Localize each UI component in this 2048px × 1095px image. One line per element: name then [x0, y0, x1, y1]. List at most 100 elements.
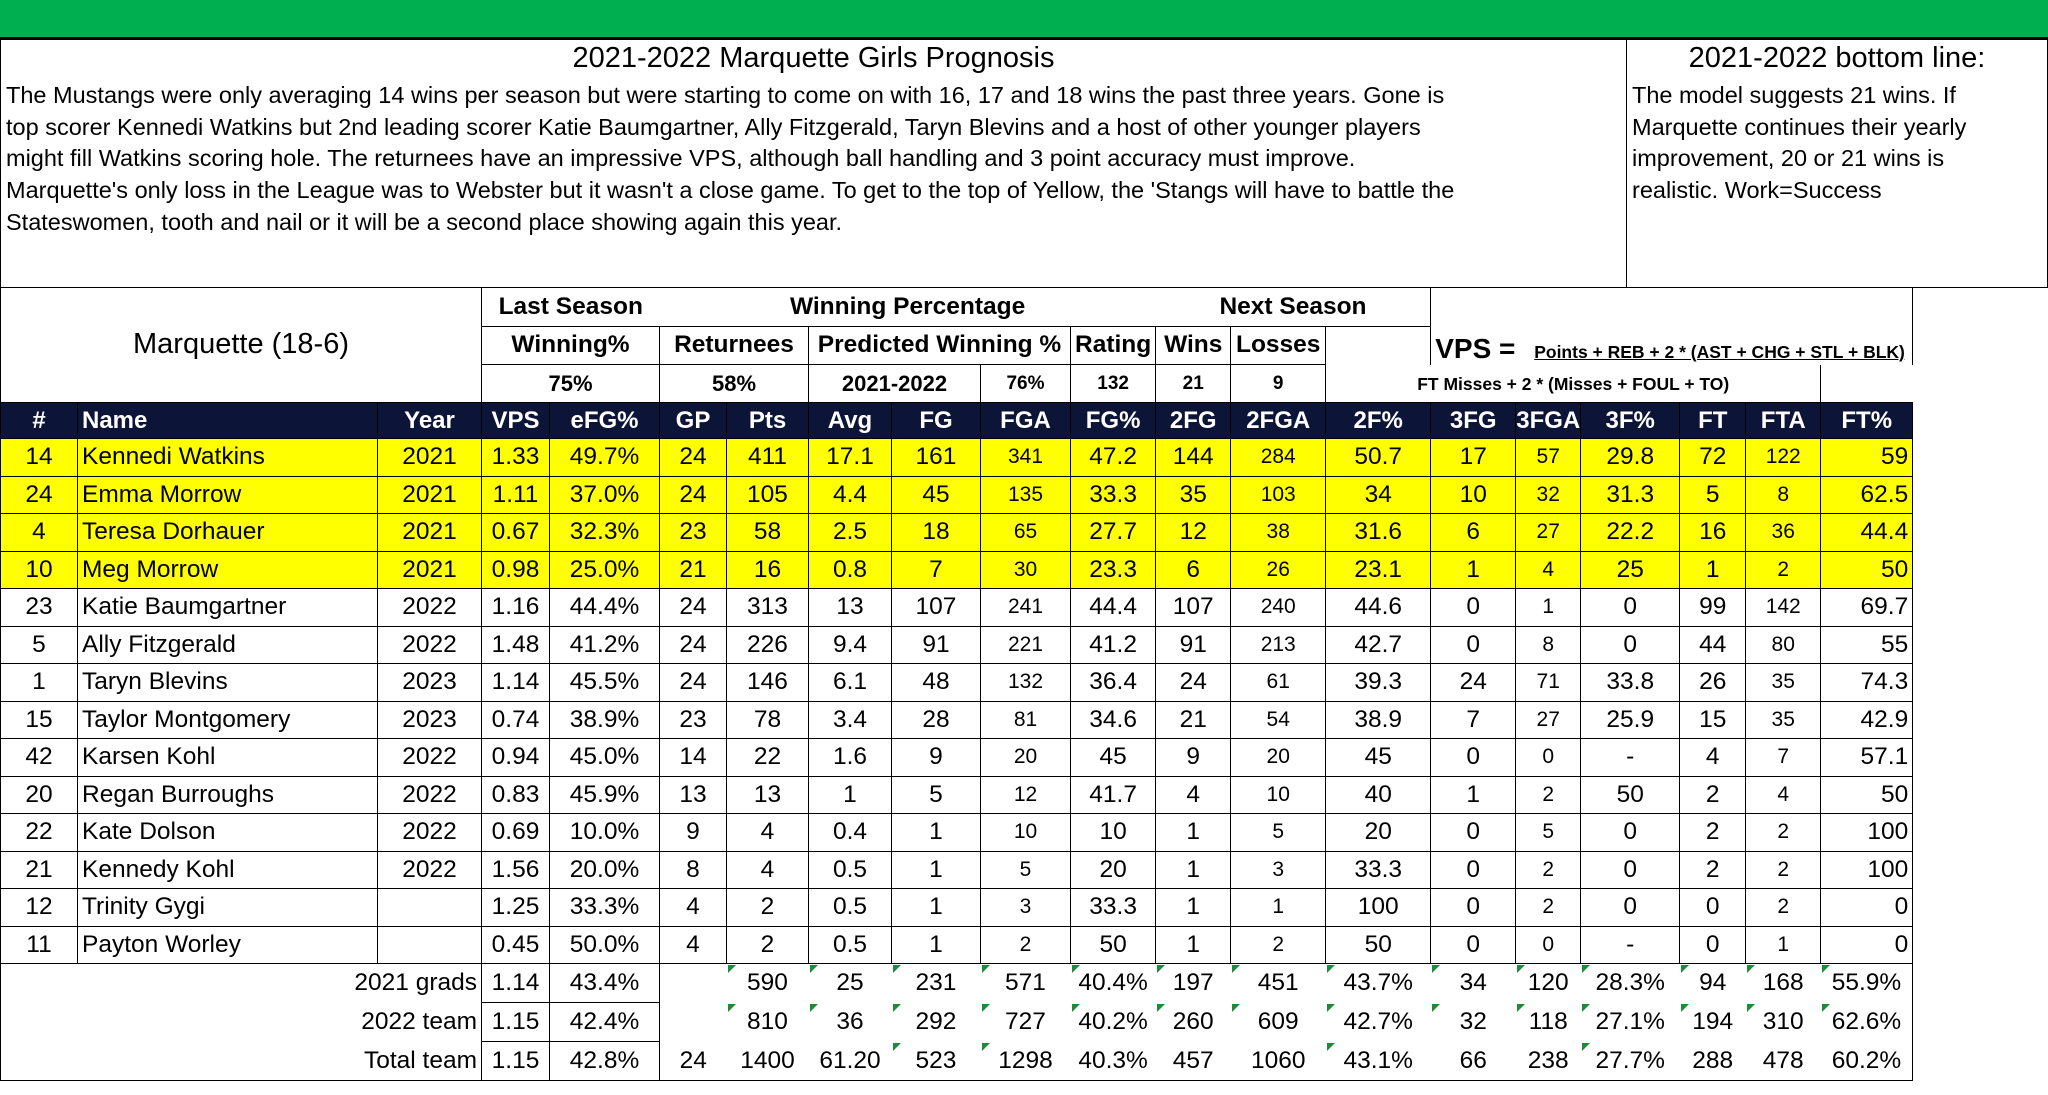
totals-fgp: 40.3%: [1070, 1041, 1156, 1081]
player-2f-pct: 20: [1325, 813, 1432, 852]
totals-fga3: 238: [1515, 1041, 1581, 1081]
totals-label: 2021 grads: [0, 963, 482, 1003]
col-header: #: [0, 402, 78, 439]
totals-pts: 590: [727, 964, 809, 1003]
player-fg-pct: 23.3: [1069, 550, 1157, 589]
totals-fp2: 43.1%: [1325, 1041, 1431, 1081]
totals-fga: 1298: [980, 1041, 1071, 1081]
totals-vps: 1.14: [481, 963, 550, 1003]
player-2fg: 21: [1155, 700, 1232, 739]
player-vps: 0.45: [481, 925, 550, 964]
player-vps: 1.56: [481, 850, 550, 889]
player-2f-pct: 33.3: [1325, 850, 1432, 889]
totals-fta: 478: [1745, 1041, 1821, 1081]
player-3f-pct: 25: [1580, 550, 1681, 589]
vps-formula: VPS = Points + REB + 2 * (AST + CHG + ST…: [1430, 287, 1914, 365]
player-2fga: 38: [1230, 513, 1327, 552]
player-fg-pct: 20: [1069, 850, 1157, 889]
table-row: 24 Emma Morrow 2021 1.11 37.0% 24 105 4.4 45 135 3…: [0, 475, 1914, 514]
player-gp: 9: [659, 813, 727, 852]
player-3fga: 8: [1515, 625, 1582, 664]
totals-row: Total team 1.15 42.8% 24 1400 61.20 523 1298 40.…: [0, 1041, 1914, 1081]
col-header: 2FGA: [1230, 402, 1327, 439]
player-2fg: 35: [1155, 475, 1232, 514]
player-fg-pct: 45: [1069, 738, 1157, 777]
returnees-value: 58%: [659, 364, 809, 403]
player-number: 14: [0, 438, 78, 477]
player-2f-pct: 39.3: [1325, 663, 1432, 702]
player-ft-pct: 0: [1820, 888, 1914, 927]
player-3fg: 0: [1430, 850, 1517, 889]
player-ft: 2: [1679, 775, 1747, 814]
player-ft-pct: 62.5: [1820, 475, 1914, 514]
player-fg: 91: [891, 625, 981, 664]
player-fta: 122: [1745, 438, 1822, 477]
player-fga: 65: [980, 513, 1071, 552]
table-row: 1 Taryn Blevins 2023 1.14 45.5% 24 146 6.1 48 132…: [0, 663, 1914, 702]
team-record-text: Marquette (18-6): [133, 328, 349, 361]
player-ft: 2: [1679, 850, 1747, 889]
predicted-label: Predicted Winning %: [808, 325, 1071, 365]
paragraph-line: Stateswomen, tooth and nail or it will b…: [6, 208, 843, 235]
player-3f-pct: -: [1580, 925, 1681, 964]
bottom-line: realistic. Work=Success: [1632, 177, 1882, 204]
player-pts: 2: [726, 888, 809, 927]
player-fg-pct: 34.6: [1069, 700, 1157, 739]
player-year: 2023: [377, 700, 482, 739]
player-3fga: 27: [1515, 700, 1582, 739]
totals-gp: [660, 964, 727, 1003]
player-year: 2022: [377, 813, 482, 852]
player-number: 11: [0, 925, 78, 964]
player-pts: 146: [726, 663, 809, 702]
player-fg: 1: [891, 925, 981, 964]
player-2f-pct: 42.7: [1325, 625, 1432, 664]
player-efg: 44.4%: [549, 588, 660, 627]
player-vps: 0.69: [481, 813, 550, 852]
player-ft: 4: [1679, 738, 1747, 777]
player-fta: 35: [1745, 663, 1822, 702]
player-efg: 20.0%: [549, 850, 660, 889]
player-pts: 16: [726, 550, 809, 589]
player-fga: 12: [980, 775, 1071, 814]
player-fta: 2: [1745, 888, 1822, 927]
player-avg: 0.5: [808, 888, 892, 927]
totals-row: 2022 team 1.15 42.4% 810 36 292 727 40.2% 260 609…: [0, 1002, 1914, 1042]
col-header: 3F%: [1580, 402, 1681, 439]
vps-label: VPS =: [1435, 332, 1516, 364]
totals-fga: 727: [981, 1003, 1071, 1042]
player-2fga: 240: [1230, 588, 1327, 627]
player-name: Kate Dolson: [77, 813, 378, 852]
player-3fga: 0: [1515, 738, 1582, 777]
player-name: Trinity Gygi: [77, 888, 378, 927]
totals-fga3: 120: [1516, 964, 1581, 1003]
player-2fga: 213: [1230, 625, 1327, 664]
page-title: 2021-2022 Marquette Girls Prognosis: [572, 42, 1055, 74]
player-avg: 1.6: [808, 738, 892, 777]
totals-fg2: 197: [1156, 964, 1231, 1003]
player-3fg: 17: [1430, 438, 1517, 477]
player-gp: 24: [659, 475, 727, 514]
player-number: 22: [0, 813, 78, 852]
player-pts: 226: [726, 625, 809, 664]
table-row: 15 Taylor Montgomery 2023 0.74 38.9% 23 78 3.4 2…: [0, 700, 1914, 739]
table-row: 12 Trinity Gygi 1.25 33.3% 4 2 0.5 1 3 33.3 1 1 100 0…: [0, 888, 1914, 927]
player-ft-pct: 74.3: [1820, 663, 1914, 702]
totals-fgp: 40.4%: [1071, 964, 1156, 1003]
player-fta: 2: [1745, 850, 1822, 889]
player-pts: 4: [726, 813, 809, 852]
table-row: 20 Regan Burroughs 2022 0.83 45.9% 13 13 1 5 12 41…: [0, 775, 1914, 814]
player-efg: 49.7%: [549, 438, 660, 477]
player-name: Emma Morrow: [77, 475, 378, 514]
player-vps: 1.25: [481, 888, 550, 927]
player-2fg: 1: [1155, 888, 1232, 927]
bottom-line: Marquette continues their yearly: [1632, 113, 1967, 140]
player-ft: 26: [1679, 663, 1747, 702]
totals-gp: 24: [659, 1041, 727, 1081]
player-2f-pct: 100: [1325, 888, 1432, 927]
player-fg: 1: [891, 850, 981, 889]
player-vps: 1.16: [481, 588, 550, 627]
player-number: 15: [0, 700, 78, 739]
player-2fga: 284: [1230, 438, 1327, 477]
totals-fga2: 609: [1231, 1003, 1326, 1042]
last-season-header: Last Season: [481, 287, 660, 327]
